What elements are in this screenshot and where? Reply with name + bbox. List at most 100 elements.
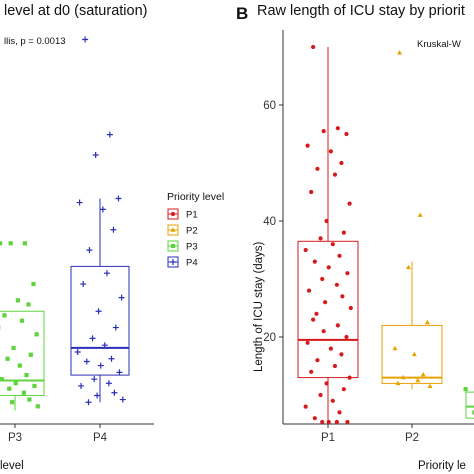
point-p1 (321, 129, 326, 134)
point-p4 (82, 36, 89, 43)
y-tick-label: 60 (263, 100, 276, 112)
point-p4 (91, 376, 98, 383)
point-p2 (400, 374, 406, 380)
box-p1 (297, 240, 359, 379)
point-p1 (315, 166, 320, 171)
point-p1 (328, 346, 333, 351)
point-p1 (320, 419, 325, 425)
box-p4 (70, 265, 130, 376)
point-p1 (303, 247, 308, 253)
point-p3 (13, 381, 18, 386)
point-p1 (332, 363, 338, 369)
legend-title: Priority level (167, 191, 224, 203)
point-p4 (74, 348, 81, 355)
panel-a-plot: P3 P4 (0, 36, 130, 444)
point-p1 (318, 392, 323, 398)
point-p2 (405, 264, 411, 270)
point-p1 (339, 352, 344, 357)
panel-b-label: B (236, 4, 248, 23)
point-p3 (15, 298, 20, 303)
panel-b-x-label: Priority le (418, 460, 466, 472)
box-p3 (0, 310, 45, 396)
point-p1 (332, 172, 338, 177)
point-p4 (92, 151, 99, 158)
point-p1 (324, 381, 329, 386)
point-p1 (318, 236, 323, 241)
point-p4 (80, 281, 87, 288)
point-p1 (305, 143, 310, 148)
point-p3 (21, 390, 26, 395)
legend-marker (170, 211, 176, 217)
point-p1 (339, 160, 344, 166)
point-p1 (306, 288, 312, 293)
point-p4 (105, 380, 112, 387)
point-p2 (397, 50, 403, 55)
point-p1 (337, 410, 342, 415)
point-p1 (315, 358, 320, 363)
point-p2 (417, 212, 423, 217)
point-p3 (19, 318, 25, 323)
x-tick-label: P1 (321, 432, 335, 444)
y-tick-label: 40 (263, 216, 276, 228)
point-p1 (328, 149, 333, 154)
panel-a-annotation: llis, p = 0.0013 (4, 36, 66, 47)
point-p3 (5, 356, 10, 361)
point-p1 (324, 218, 329, 224)
point-p1 (330, 242, 335, 247)
point-p1 (347, 375, 352, 380)
legend-marker (170, 259, 176, 265)
panel-b-annotation: Kruskal-W (417, 39, 461, 50)
point-p4 (108, 355, 115, 362)
point-p3 (22, 241, 27, 246)
point-p2 (411, 351, 417, 357)
point-p1 (312, 416, 317, 421)
point-p1 (309, 369, 314, 374)
point-p1 (330, 398, 335, 403)
point-p1 (323, 300, 328, 305)
point-p4 (112, 324, 119, 331)
point-p4 (86, 247, 93, 254)
box-p3 (465, 391, 474, 419)
legend-marker (170, 227, 176, 232)
point-p3 (0, 377, 4, 382)
point-p1 (340, 294, 345, 299)
point-p3 (26, 302, 31, 307)
legend-marker (170, 243, 176, 249)
legend-label: P2 (186, 226, 198, 237)
point-p3 (11, 345, 16, 351)
point-p3 (31, 281, 36, 287)
legend-key-p1 (167, 208, 179, 220)
point-p4 (115, 195, 122, 202)
point-p1 (345, 419, 350, 425)
point-p4 (101, 342, 108, 349)
point-p1 (335, 126, 340, 131)
point-p1 (326, 419, 331, 425)
point-p4 (99, 206, 106, 213)
point-p4 (103, 270, 110, 277)
box-p2 (381, 324, 443, 384)
point-p1 (303, 404, 308, 409)
point-p2 (420, 372, 426, 377)
point-p1 (314, 311, 319, 316)
panel-b-title: Raw length of ICU stay by priorit (257, 3, 465, 19)
point-p4 (78, 382, 85, 389)
point-p1 (311, 44, 316, 50)
point-p2 (415, 377, 421, 383)
point-p3 (7, 386, 12, 391)
legend-label: P3 (186, 242, 198, 253)
point-p1 (345, 271, 350, 276)
y-tick-label: 20 (263, 332, 276, 344)
point-p1 (348, 305, 353, 311)
point-p4 (97, 362, 104, 369)
panel-a-title: level at d0 (saturation) (4, 3, 147, 19)
point-p4 (110, 226, 117, 233)
point-p3 (2, 313, 7, 318)
point-p3 (28, 352, 33, 357)
x-tick-label: P3 (8, 432, 22, 444)
legend-key-p2 (167, 224, 179, 236)
point-p2 (427, 383, 433, 388)
point-p3 (34, 332, 39, 337)
point-p4 (83, 358, 90, 365)
point-p4 (119, 396, 126, 403)
point-p3 (0, 241, 3, 246)
